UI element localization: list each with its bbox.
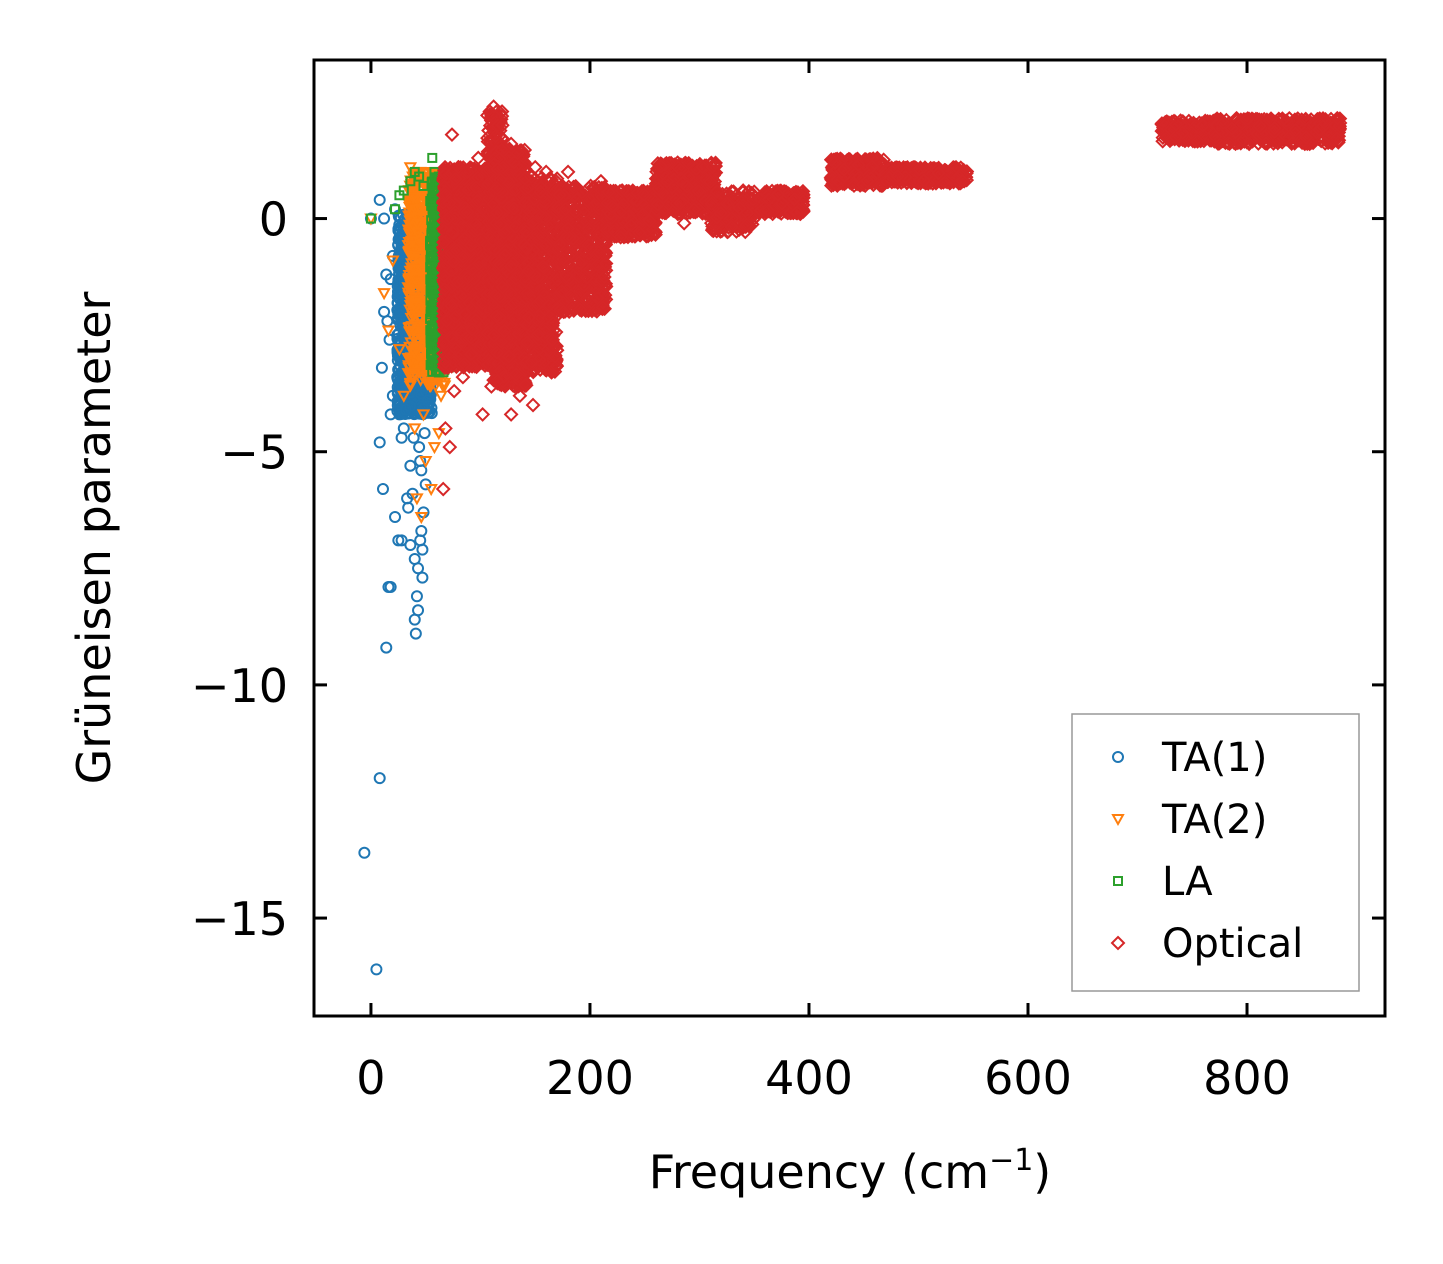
data-point-ta-2 (427, 442, 442, 455)
series-optical (435, 99, 1348, 497)
data-point-ta-2 (413, 203, 428, 217)
data-point-ta-2 (407, 299, 421, 312)
data-point-ta-2 (424, 484, 438, 497)
data-point-ta-2 (416, 409, 431, 422)
data-point-ta-2 (409, 343, 423, 357)
data-point-ta-1 (392, 233, 405, 246)
data-point-ta-2 (434, 390, 448, 403)
data-point-ta-2 (408, 423, 422, 436)
data-point-ta-2 (404, 284, 418, 297)
data-point-la (390, 204, 401, 215)
data-points (358, 99, 1348, 976)
data-point-ta-2 (403, 215, 417, 228)
data-point-ta-2 (410, 213, 424, 226)
data-point-ta-2 (412, 197, 427, 210)
data-point-ta-2 (406, 253, 420, 267)
data-point-ta-1 (404, 459, 417, 472)
data-point-la (427, 344, 438, 355)
data-point-la (414, 171, 425, 182)
data-point-ta-1 (409, 627, 422, 640)
data-point-ta-2 (412, 313, 426, 326)
data-point-ta-1 (378, 305, 391, 318)
data-point-ta-1 (404, 538, 417, 551)
data-point-ta-2 (413, 350, 427, 363)
data-point-ta-2 (410, 227, 425, 240)
data-point-ta-2 (424, 380, 438, 393)
data-point-ta-2 (377, 288, 391, 301)
data-point-ta-1 (386, 389, 399, 402)
data-point-ta-1 (392, 308, 405, 321)
data-point-ta-1 (393, 309, 406, 322)
data-point-ta-1 (413, 441, 426, 454)
data-point-ta-1 (384, 580, 397, 593)
data-point-ta-2 (397, 390, 411, 403)
data-point-la (425, 325, 436, 336)
data-point-ta-1 (416, 403, 429, 416)
data-point-ta-1 (394, 305, 407, 318)
data-point-ta-2 (402, 275, 416, 288)
data-point-la (425, 262, 436, 273)
data-point-ta-2 (405, 372, 420, 385)
data-point-ta-1 (415, 464, 428, 477)
data-point-la (427, 152, 438, 163)
data-point-ta-1 (376, 483, 389, 496)
data-point-la (429, 193, 440, 204)
data-point-la (398, 185, 409, 196)
data-point-ta-1 (416, 571, 429, 584)
data-point-ta-1 (418, 427, 431, 440)
data-point-ta-1 (391, 290, 404, 303)
data-point-ta-1 (358, 846, 371, 859)
data-point-ta-2 (405, 321, 419, 334)
data-point-ta-1 (384, 273, 397, 286)
data-point-ta-2 (415, 358, 430, 371)
data-point-ta-2 (401, 240, 415, 253)
data-point-ta-1 (380, 641, 393, 654)
data-point-ta-1 (412, 604, 425, 617)
data-point-la (426, 279, 437, 290)
data-point-la (418, 180, 429, 191)
data-point-ta-2 (404, 353, 419, 366)
data-point-ta-2 (435, 380, 450, 393)
data-point-ta-2 (410, 218, 425, 231)
data-point-ta-1 (414, 534, 427, 547)
data-point-ta-2 (414, 512, 429, 525)
data-point-ta-1 (391, 371, 404, 384)
data-point-la (365, 213, 376, 224)
data-point-ta-1 (378, 212, 391, 225)
data-point-la (428, 207, 439, 218)
data-point-ta-1 (421, 394, 434, 407)
data-point-ta-1 (395, 431, 408, 444)
data-point-la (425, 237, 436, 248)
data-point-ta-1 (370, 963, 383, 976)
data-point-ta-1 (373, 193, 386, 206)
data-point-ta-2 (381, 325, 396, 338)
data-point-ta-2 (404, 307, 419, 320)
data-point-ta-1 (410, 590, 423, 603)
data-point-la (428, 292, 439, 303)
data-point-ta-1 (375, 361, 388, 374)
data-point-ta-1 (399, 403, 412, 416)
data-point-ta-2 (386, 255, 400, 268)
data-point-ta-1 (384, 408, 397, 421)
data-point-ta-1 (412, 562, 425, 575)
data-point-ta-1 (373, 436, 386, 449)
data-point-ta-1 (373, 772, 386, 785)
data-point-ta-1 (389, 511, 402, 524)
data-point-ta-2 (406, 192, 420, 205)
data-point-ta-2 (410, 493, 424, 506)
data-point-ta-2 (392, 344, 407, 357)
data-point-ta-1 (402, 501, 415, 514)
data-point-ta-2 (407, 264, 422, 277)
data-point-ta-1 (392, 534, 405, 547)
data-point-ta-2 (414, 277, 429, 290)
data-point-ta-2 (418, 456, 433, 469)
data-point-ta-2 (401, 360, 416, 373)
